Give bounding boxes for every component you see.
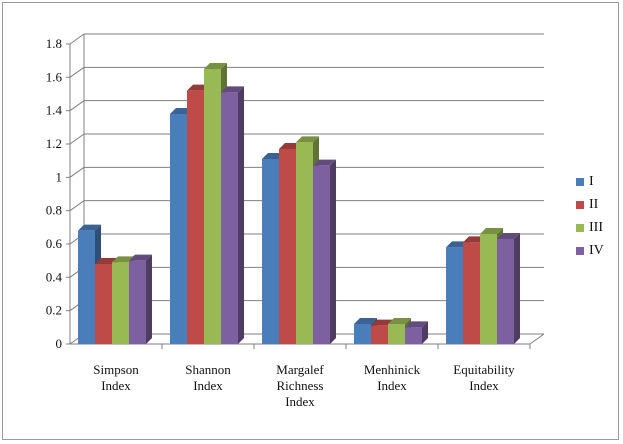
x-category-label: Shannon Index [185,362,231,393]
bar-front [170,114,187,344]
bar-front [262,159,279,344]
bar-top [313,159,336,166]
bar-front [497,239,514,344]
bar [497,233,520,344]
legend-item: IV [576,239,604,262]
bar-front [204,69,221,344]
y-tick-label: 1.6 [46,69,63,84]
bar-front [78,230,95,344]
x-category-label: Simpson Index [93,362,139,393]
bar-front [129,260,146,344]
y-tick-label: 0.6 [46,236,63,251]
y-tick-label: 0.4 [46,269,63,284]
gridline-depth [69,33,85,45]
legend: I II III IV [576,170,604,262]
bar-top [129,254,152,261]
y-tick-label: 0.2 [46,303,62,318]
legend-item: III [576,216,604,239]
y-tick-label: 1.4 [46,103,63,118]
bar-top [204,63,227,69]
bar-front [463,242,480,344]
y-tick-labels: 0 0.2 0.4 0.6 0.8 1 1.2 1.4 1.6 1.8 [46,36,63,351]
bar [405,321,428,344]
legend-label: III [589,219,603,235]
bar-front [112,262,129,344]
bar-side [330,159,336,344]
bar-top [497,233,520,239]
bar-front [388,324,405,344]
legend-swatch [576,177,584,186]
bar-front [296,142,313,344]
bar-front [354,324,371,344]
bar-top [388,318,411,324]
gridline-depth [69,66,85,78]
bar-front [313,165,330,344]
legend-label: I [589,173,594,189]
bar-front [95,264,112,344]
gridline-depth [69,100,85,112]
bar-side [422,321,428,344]
bars [78,63,520,345]
x-category-labels: Simpson Index Shannon Index Margalef Richness… [93,362,515,409]
bar-front [405,327,422,344]
bar-side [146,254,152,344]
x-category-label: Margalef Richness Index [276,362,324,409]
legend-label: IV [589,242,604,258]
bar-front [187,90,204,345]
bar-top [78,224,101,231]
bar [129,254,152,344]
gridline-depth [69,166,85,178]
gridline-depth [69,200,85,212]
y-tick-label: 0 [56,336,63,351]
bar-top [221,86,244,93]
bar-top [354,318,377,324]
y-tick-label: 1.8 [46,36,62,51]
bar-side [238,86,244,344]
bar-front [446,247,463,344]
bar [313,159,336,344]
x-category-label: Menhinick Index [364,362,421,393]
y-tick-label: 0.8 [46,203,62,218]
legend-swatch [576,200,584,209]
floor-edge [529,333,545,345]
bar-front [221,92,238,344]
bar-top [296,136,319,143]
y-tick-label: 1 [56,169,63,184]
bar-front [279,149,296,344]
legend-label: II [589,196,599,212]
bar-top [405,321,428,328]
bar-front [371,325,388,344]
x-category-label: Equitability Index [453,362,515,393]
legend-swatch [576,223,584,232]
chart-border [2,2,619,440]
legend-swatch [576,246,584,255]
bar [221,86,244,344]
bar-front [480,234,497,344]
y-tick-label: 1.2 [46,136,62,151]
legend-item: I [576,170,604,193]
bar-side [514,233,520,344]
legend-item: II [576,193,604,216]
bar-top [480,228,503,234]
gridline-depth [69,133,85,145]
